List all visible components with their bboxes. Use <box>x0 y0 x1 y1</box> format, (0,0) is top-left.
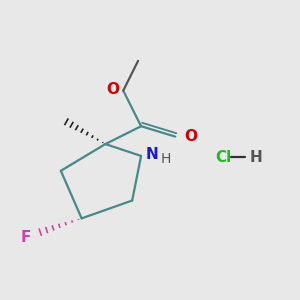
Text: H: H <box>160 152 171 166</box>
Text: O: O <box>106 82 119 97</box>
Text: H: H <box>250 150 262 165</box>
Text: O: O <box>184 128 197 143</box>
Text: F: F <box>21 230 31 245</box>
Text: Cl: Cl <box>215 150 232 165</box>
Text: N: N <box>146 147 158 162</box>
